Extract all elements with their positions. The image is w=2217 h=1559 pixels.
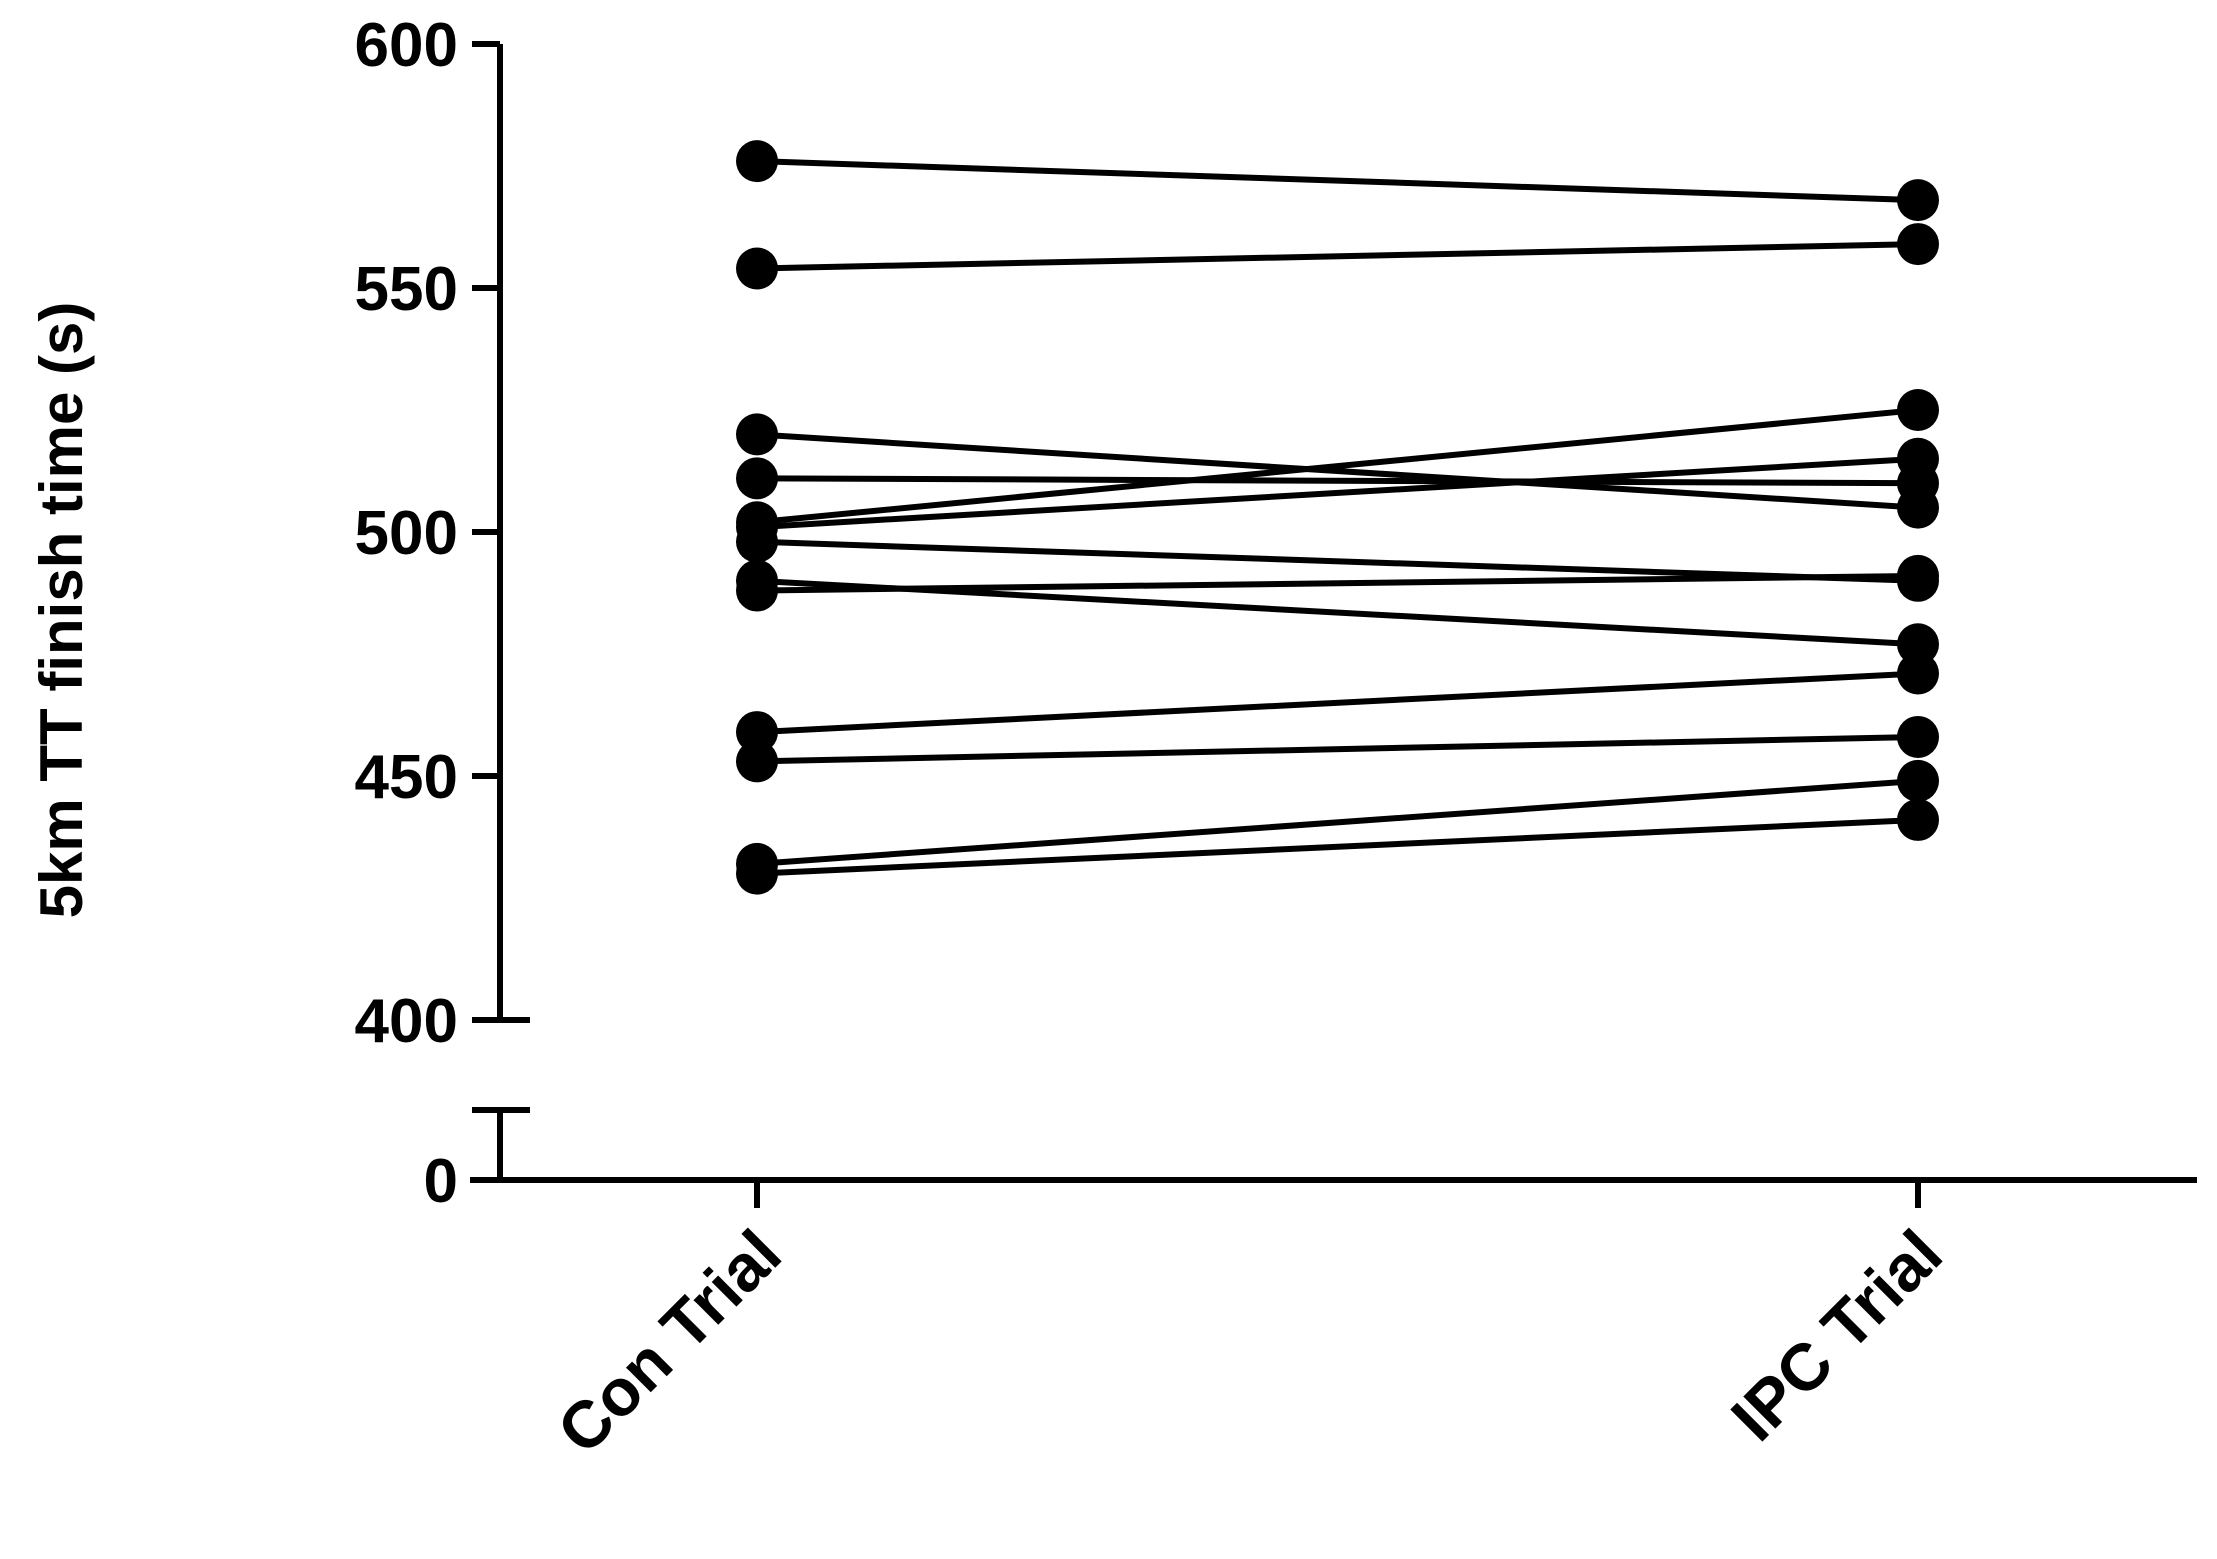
subject-line: [756, 577, 1919, 648]
ipc-trial-point: [1897, 389, 1939, 431]
subject-line: [756, 572, 1919, 594]
ipc-trial-point: [1897, 715, 1939, 758]
ipc-trial-point: [1897, 554, 1939, 597]
con-trial-point: [736, 740, 778, 783]
y-tick-label-zero: 0: [424, 1147, 458, 1216]
ipc-trial-point: [1897, 652, 1939, 695]
con-trial-point: [736, 457, 778, 500]
con-trial-point: [736, 711, 778, 754]
x-tick-label: IPC Trial: [1717, 1216, 1956, 1455]
y-axis-ticks: 600 550 500 450 400 0: [355, 11, 500, 1216]
ipc-trial-point: [1897, 759, 1939, 802]
subject-line: [756, 670, 1919, 736]
y-tick-label: 450: [355, 743, 458, 812]
con-trial-point: [736, 413, 778, 456]
series-lines: [756, 158, 1919, 877]
series-points: [736, 140, 1939, 895]
ipc-trial-point: [1897, 623, 1939, 666]
y-tick-label: 550: [355, 255, 458, 324]
ipc-trial-point: [1897, 798, 1939, 841]
subject-line: [756, 816, 1919, 877]
y-tick-label: 400: [355, 987, 458, 1056]
y-tick-label: 600: [355, 11, 458, 80]
ipc-trial-point: [1897, 437, 1939, 480]
subject-line: [756, 733, 1919, 765]
con-trial-point: [736, 140, 778, 183]
ipc-trial-point: [1897, 179, 1939, 222]
con-trial-point: [736, 247, 778, 290]
y-axis-label: 5km TT finish time (s): [28, 302, 95, 919]
subject-line: [756, 407, 1919, 526]
y-tick-label: 500: [355, 499, 458, 568]
con-trial-point: [736, 520, 778, 563]
ipc-trial-point: [1897, 223, 1939, 266]
x-axis-ticks: Con Trial IPC Trial: [543, 1180, 1956, 1468]
con-trial-point: [736, 569, 778, 612]
subject-line: [756, 431, 1919, 511]
subject-line: [756, 777, 1919, 867]
x-tick-label: Con Trial: [543, 1216, 795, 1468]
subject-line: [756, 475, 1919, 487]
subject-line: [756, 158, 1919, 204]
subject-line: [756, 241, 1919, 272]
subject-line: [756, 538, 1919, 584]
subject-line: [756, 455, 1919, 531]
con-trial-point: [736, 852, 778, 895]
